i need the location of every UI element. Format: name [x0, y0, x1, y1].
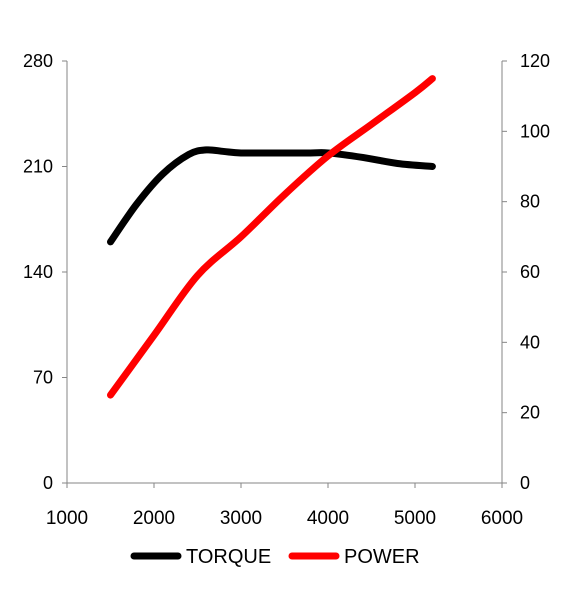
tick-marks: [62, 60, 507, 488]
y-right-tick-label: 100: [520, 121, 550, 141]
series-line-torque: [107, 146, 436, 246]
y-right-tick-label: 0: [520, 473, 530, 493]
x-tick-label: 3000: [220, 508, 262, 529]
y-left-tick-label: 0: [43, 473, 53, 493]
legend: TORQUE POWER: [130, 546, 420, 568]
series-line-power: [107, 75, 436, 399]
x-tick-label: 5000: [394, 508, 436, 529]
y-right-tick-labels: 0 20 40 60 80 100 120: [520, 51, 550, 493]
series-lines: [107, 75, 436, 399]
legend-label-torque: TORQUE: [186, 546, 271, 568]
x-tick-label: 2000: [133, 508, 175, 529]
x-tick-label: 4000: [307, 508, 349, 529]
y-left-tick-label: 210: [23, 157, 53, 177]
y-left-tick-label: 140: [23, 262, 53, 282]
x-tick-label: 6000: [481, 508, 523, 529]
legend-label-power: POWER: [344, 546, 420, 568]
y-left-tick-labels: 0 70 140 210 280: [23, 51, 53, 493]
x-tick-label: 1000: [46, 508, 88, 529]
y-right-tick-label: 40: [520, 332, 540, 352]
y-left-tick-label: 70: [33, 368, 53, 388]
y-right-tick-label: 60: [520, 262, 540, 282]
x-tick-labels: 1000 2000 3000 4000 5000 6000: [46, 508, 523, 529]
axes: [66, 61, 503, 484]
y-right-tick-label: 20: [520, 403, 540, 423]
y-right-tick-label: 80: [520, 192, 540, 212]
y-right-tick-label: 120: [520, 51, 550, 71]
y-left-tick-label: 280: [23, 51, 53, 71]
